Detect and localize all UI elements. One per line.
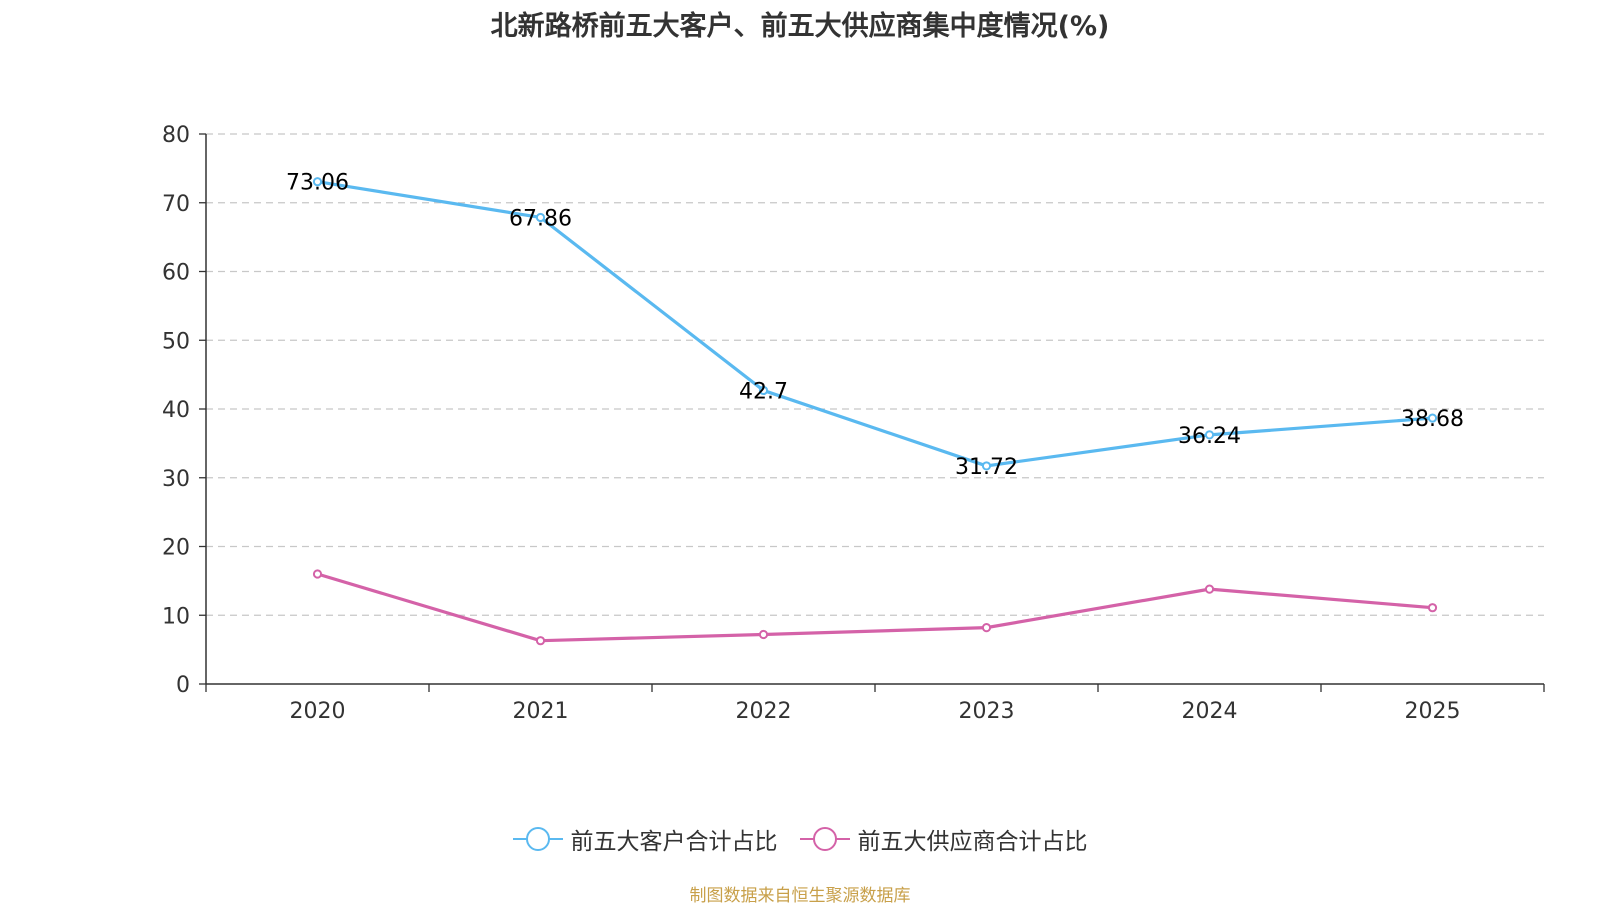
- data-point-0-2021[interactable]: [535, 212, 546, 223]
- y-tick-label: 60: [162, 261, 190, 286]
- legend: 前五大客户合计占比 前五大供应商合计占比: [0, 822, 1600, 856]
- data-point-1-2024[interactable]: [1204, 584, 1215, 594]
- data-point-1-2023[interactable]: [981, 623, 992, 633]
- data-point-1-2025[interactable]: [1427, 603, 1438, 613]
- data-point-1-2020[interactable]: [312, 569, 323, 579]
- data-label-0-2023: 31.72: [955, 455, 1018, 480]
- data-point-0-2023[interactable]: [981, 461, 992, 471]
- legend-marker-customers: [512, 827, 563, 851]
- data-point-0-2020[interactable]: [312, 177, 323, 187]
- source-note: 制图数据来自恒生聚源数据库: [689, 886, 911, 906]
- y-tick-label: 40: [162, 398, 190, 423]
- data-label-0-2020: 73.06: [286, 171, 349, 196]
- x-tick-label-2022: 2022: [736, 699, 792, 724]
- legend-item-suppliers[interactable]: 前五大供应商合计占比: [799, 822, 1088, 856]
- axes: 0 10 20 30 40 50 60 70 80 2020 2021 2022 2023 2024 202…: [162, 123, 1545, 724]
- y-tick-label: 50: [162, 329, 190, 354]
- grid-lines: [206, 133, 1544, 616]
- y-tick-label: 0: [176, 673, 190, 698]
- data-point-0-2024[interactable]: [1204, 430, 1215, 440]
- data-label-0-2021: 67.86: [509, 206, 572, 231]
- y-tick-label: 10: [162, 604, 190, 629]
- series-line-0: [315, 180, 1435, 468]
- series-lines: [312, 177, 1438, 646]
- y-tick-label: 20: [162, 536, 190, 561]
- x-tick-label-2021: 2021: [513, 699, 569, 724]
- x-tick-label-2024: 2024: [1182, 699, 1238, 724]
- y-tick-label: 30: [162, 467, 190, 492]
- data-point-0-2025[interactable]: [1427, 413, 1438, 423]
- y-tick-label: 80: [162, 123, 190, 148]
- data-label-0-2025: 38.68: [1401, 407, 1464, 432]
- legend-marker-suppliers: [799, 827, 850, 851]
- data-label-0-2022: 42.7: [739, 379, 788, 404]
- legend-item-customers[interactable]: 前五大客户合计占比: [512, 822, 778, 856]
- data-point-0-2022[interactable]: [758, 385, 769, 396]
- legend-label-suppliers: 前五大供应商合计占比: [857, 829, 1088, 855]
- data-labels: 73.06 67.86 42.7 31.72 36.24 38.68: [286, 171, 1464, 480]
- x-tick-label-2023: 2023: [959, 699, 1015, 724]
- chart-title: 北新路桥前五大客户、前五大供应商集中度情况(%): [490, 11, 1110, 42]
- series-line-1: [315, 572, 1435, 643]
- data-label-0-2024: 36.24: [1178, 424, 1241, 449]
- x-tick-label-2025: 2025: [1405, 699, 1461, 724]
- y-tick-label: 70: [162, 192, 190, 217]
- x-tick-label-2020: 2020: [290, 699, 346, 724]
- data-point-1-2021[interactable]: [535, 636, 546, 646]
- data-point-1-2022[interactable]: [758, 629, 769, 640]
- legend-label-customers: 前五大客户合计占比: [570, 829, 778, 855]
